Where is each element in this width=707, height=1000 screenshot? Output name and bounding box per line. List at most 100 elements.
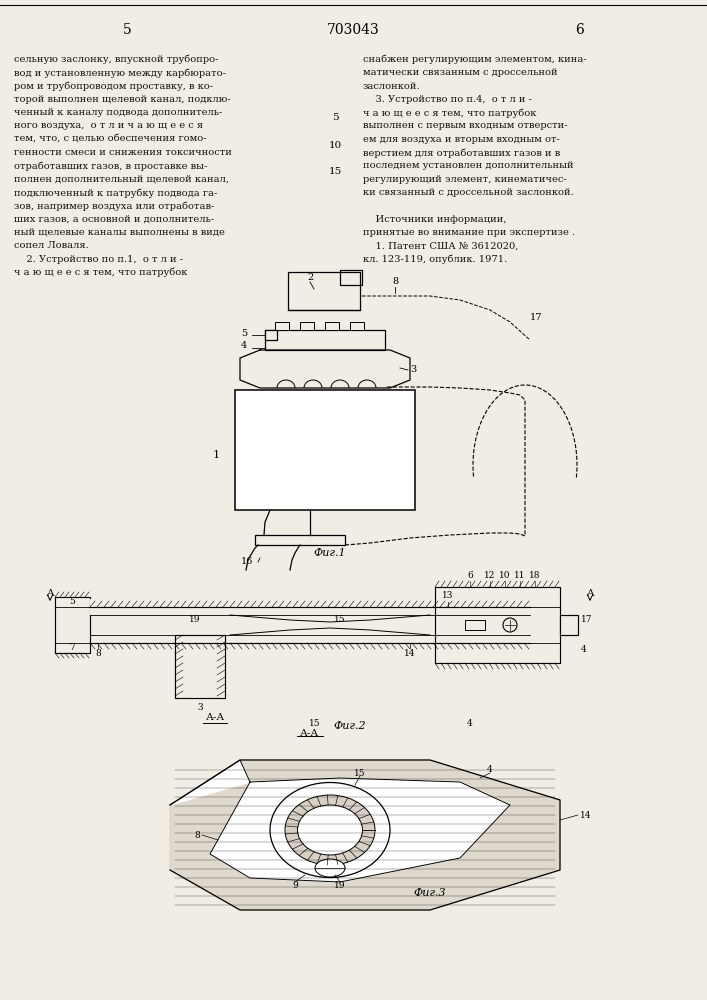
Text: 4: 4	[581, 646, 587, 654]
Text: ч а ю щ е е с я тем, что патрубок: ч а ю щ е е с я тем, что патрубок	[363, 108, 537, 118]
Polygon shape	[170, 760, 250, 805]
Text: 4: 4	[487, 766, 493, 774]
Text: 5: 5	[123, 23, 132, 37]
Text: торой выполнен щелевой канал, подклю-: торой выполнен щелевой канал, подклю-	[14, 95, 230, 104]
Bar	[275, 322, 289, 330]
Bar	[300, 322, 314, 330]
Text: 8: 8	[392, 277, 398, 286]
Text: 10: 10	[499, 570, 510, 580]
Text: Фиг.1: Фиг.1	[314, 548, 346, 558]
Text: 13: 13	[443, 590, 454, 599]
Text: 703043: 703043	[327, 23, 380, 37]
Bar	[175, 635, 225, 698]
Bar	[560, 615, 578, 635]
Text: А-А: А-А	[300, 728, 320, 738]
Text: 15: 15	[328, 167, 341, 176]
Text: вод и установленную между карбюрато-: вод и установленную между карбюрато-	[14, 68, 226, 78]
Bar	[255, 535, 345, 545]
Text: матически связанным с дроссельной: матически связанным с дроссельной	[363, 68, 558, 77]
Text: 1: 1	[213, 450, 220, 460]
Ellipse shape	[285, 795, 375, 865]
Text: 11: 11	[514, 570, 526, 580]
Bar	[435, 587, 560, 663]
Polygon shape	[210, 778, 510, 882]
Bar	[340, 270, 362, 285]
Text: кл. 123-119, опублик. 1971.: кл. 123-119, опублик. 1971.	[363, 254, 507, 264]
Ellipse shape	[270, 782, 390, 878]
Text: снабжен регулирующим элементом, кина-: снабжен регулирующим элементом, кина-	[363, 55, 587, 64]
Text: Источники информации,: Источники информации,	[363, 215, 506, 224]
Text: полнен дополнительный щелевой канал,: полнен дополнительный щелевой канал,	[14, 175, 229, 184]
Text: последнем установлен дополнительный: последнем установлен дополнительный	[363, 161, 573, 170]
Text: 15: 15	[334, 615, 346, 624]
Text: 14: 14	[580, 810, 592, 820]
Text: 6: 6	[575, 23, 584, 37]
Text: ч а ю щ е е с я тем, что патрубок: ч а ю щ е е с я тем, что патрубок	[14, 268, 187, 277]
Text: отработавших газов, в проставке вы-: отработавших газов, в проставке вы-	[14, 161, 207, 171]
Text: 2: 2	[307, 273, 313, 282]
Text: А-А: А-А	[205, 714, 225, 722]
Text: Фиг.2: Фиг.2	[334, 721, 366, 731]
Text: подключенный к патрубку подвода га-: подключенный к патрубку подвода га-	[14, 188, 217, 198]
Text: принятые во внимание при экспертизе .: принятые во внимание при экспертизе .	[363, 228, 575, 237]
Text: 2. Устройство по п.1,  о т л и -: 2. Устройство по п.1, о т л и -	[14, 254, 183, 263]
Text: 17: 17	[581, 615, 592, 624]
Text: тем, что, с целью обеспечения гомо-: тем, что, с целью обеспечения гомо-	[14, 135, 206, 144]
Text: A: A	[586, 588, 594, 597]
Text: 3. Устройство по п.4,  о т л и -: 3. Устройство по п.4, о т л и -	[363, 95, 532, 104]
Text: ших газов, а основной и дополнитель-: ших газов, а основной и дополнитель-	[14, 215, 214, 224]
Text: зов, например воздуха или отработав-: зов, например воздуха или отработав-	[14, 201, 214, 211]
Text: 5: 5	[241, 328, 247, 338]
Text: 18: 18	[530, 570, 541, 580]
Bar	[465, 620, 485, 630]
Text: сопел Ловаля.: сопел Ловаля.	[14, 241, 89, 250]
Text: 9: 9	[292, 880, 298, 890]
Text: 12: 12	[484, 570, 496, 580]
Text: выполнен с первым входным отверсти-: выполнен с первым входным отверсти-	[363, 121, 568, 130]
Text: 15: 15	[354, 768, 366, 778]
Text: ки связанный с дроссельной заслонкой.: ки связанный с дроссельной заслонкой.	[363, 188, 574, 197]
Text: A: A	[46, 588, 54, 597]
Text: 15: 15	[309, 718, 321, 728]
Text: 3: 3	[410, 365, 416, 374]
Bar	[325, 322, 339, 330]
Bar	[90, 599, 530, 615]
Text: 4: 4	[467, 718, 473, 728]
Bar	[235, 390, 415, 510]
Ellipse shape	[298, 805, 363, 855]
Text: 16: 16	[240, 558, 253, 566]
Text: заслонкой.: заслонкой.	[363, 82, 421, 91]
Ellipse shape	[315, 859, 345, 877]
Text: 19: 19	[189, 615, 201, 624]
Polygon shape	[170, 760, 560, 910]
Text: ный щелевые каналы выполнены в виде: ный щелевые каналы выполнены в виде	[14, 228, 225, 237]
Circle shape	[503, 618, 517, 632]
Text: верстием для отработавших газов и в: верстием для отработавших газов и в	[363, 148, 560, 158]
Text: 7: 7	[69, 644, 75, 652]
Text: 19: 19	[334, 880, 346, 890]
Bar	[55, 597, 90, 653]
Bar	[265, 330, 385, 350]
Text: 5: 5	[332, 113, 339, 122]
Text: ного воздуха,  о т л и ч а ю щ е е с я: ного воздуха, о т л и ч а ю щ е е с я	[14, 121, 203, 130]
Text: 8: 8	[194, 830, 200, 840]
Text: 5: 5	[69, 597, 75, 606]
Text: ченный к каналу подвода дополнитель-: ченный к каналу подвода дополнитель-	[14, 108, 223, 117]
Text: ром и трубопроводом проставку, в ко-: ром и трубопроводом проставку, в ко-	[14, 82, 213, 91]
Text: регулирующий элемент, кинематичес-: регулирующий элемент, кинематичес-	[363, 175, 567, 184]
Text: 8: 8	[95, 648, 101, 658]
Text: 4: 4	[241, 342, 247, 351]
Text: 3: 3	[197, 704, 203, 712]
Text: ем для воздуха и вторым входным от-: ем для воздуха и вторым входным от-	[363, 135, 560, 144]
Text: 1. Патент США № 3612020,: 1. Патент США № 3612020,	[363, 241, 518, 250]
Text: сельную заслонку, впускной трубопро-: сельную заслонку, впускной трубопро-	[14, 55, 218, 64]
Bar	[288, 272, 360, 310]
Text: 6: 6	[467, 570, 473, 580]
Text: 10: 10	[328, 140, 341, 149]
Text: Фиг.3: Фиг.3	[414, 888, 446, 898]
Bar	[265, 330, 277, 340]
Text: генности смеси и снижения токсичности: генности смеси и снижения токсичности	[14, 148, 232, 157]
Bar	[350, 322, 364, 330]
Text: 17: 17	[530, 314, 542, 322]
Text: 14: 14	[404, 648, 416, 658]
